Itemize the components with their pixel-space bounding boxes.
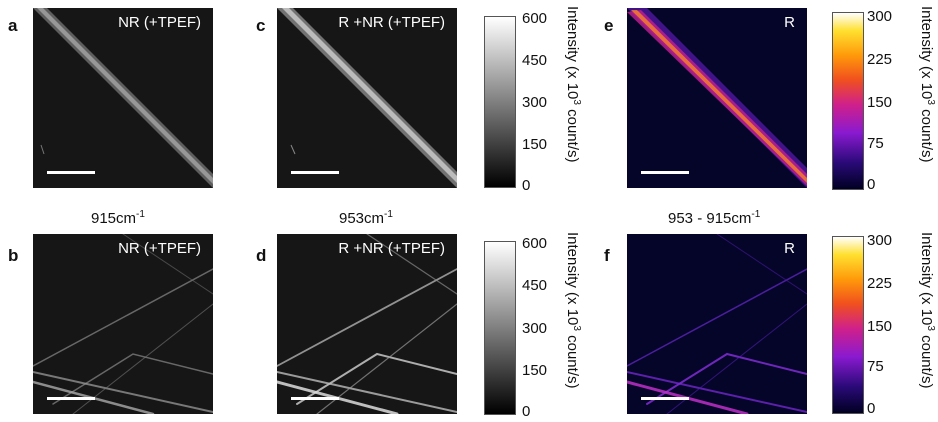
colorbar-tick: 75 — [867, 135, 884, 152]
colorbar-tick: 0 — [867, 176, 876, 193]
panel-e-label: e — [604, 16, 614, 35]
panel-f-image: R — [627, 234, 807, 414]
colorbar-title: Intensity (x 103 count/s) — [564, 6, 582, 163]
panel-d-image: R +NR (+TPEF) — [277, 234, 457, 414]
scale-bar — [641, 397, 689, 400]
colorbar-title: Intensity (x 103 count/s) — [564, 232, 582, 389]
colorbar-fire-bottom — [832, 236, 864, 414]
panel-b-image: NR (+TPEF) — [33, 234, 213, 414]
colorbar-tick: 150 — [867, 318, 893, 335]
panel-e-title: R — [784, 14, 795, 31]
scale-bar — [641, 171, 689, 174]
colorbar-tick: 600 — [522, 235, 548, 252]
panel-a-label: a — [8, 16, 18, 35]
panel-d-label: d — [256, 246, 267, 265]
colorbar-title: Intensity (x 103 count/s) — [918, 232, 936, 389]
colorbar-fire-top — [832, 12, 864, 190]
wavenumber-label: 915cm-1 — [91, 209, 145, 227]
colorbar-tick: 450 — [522, 277, 548, 294]
scale-bar — [47, 397, 95, 400]
colorbar-tick: 300 — [522, 94, 548, 111]
colorbar-gray-top — [484, 16, 516, 188]
colorbar-tick: 150 — [522, 136, 548, 153]
wavenumber-label: 953 - 915cm-1 — [668, 209, 761, 227]
panel-b-label: b — [8, 246, 19, 265]
panel-c-label: c — [256, 16, 266, 35]
scale-bar — [291, 397, 339, 400]
panel-a-title: NR (+TPEF) — [118, 14, 201, 31]
colorbar-tick: 0 — [522, 403, 531, 420]
panel-f-label: f — [604, 246, 610, 265]
scale-bar — [291, 171, 339, 174]
colorbar-tick: 75 — [867, 358, 884, 375]
panel-c-image: R +NR (+TPEF) — [277, 8, 457, 188]
colorbar-tick: 600 — [522, 10, 548, 27]
panel-f-title: R — [784, 240, 795, 257]
panel-c-title: R +NR (+TPEF) — [338, 14, 445, 31]
colorbar-tick: 300 — [867, 232, 893, 249]
colorbar-tick: 450 — [522, 52, 548, 69]
colorbar-tick: 300 — [867, 8, 893, 25]
panel-a-image: NR (+TPEF) — [33, 8, 213, 188]
colorbar-tick: 225 — [867, 275, 893, 292]
colorbar-gray-bottom — [484, 241, 516, 415]
panel-e-image: R — [627, 8, 807, 188]
colorbar-tick: 0 — [867, 400, 876, 417]
colorbar-tick: 150 — [522, 362, 548, 379]
colorbar-tick: 225 — [867, 51, 893, 68]
wavenumber-label: 953cm-1 — [339, 209, 393, 227]
scale-bar — [47, 171, 95, 174]
colorbar-tick: 300 — [522, 320, 548, 337]
panel-d-title: R +NR (+TPEF) — [338, 240, 445, 257]
colorbar-title: Intensity (x 103 count/s) — [918, 6, 936, 163]
colorbar-tick: 150 — [867, 94, 893, 111]
panel-b-title: NR (+TPEF) — [118, 240, 201, 257]
colorbar-tick: 0 — [522, 177, 531, 194]
